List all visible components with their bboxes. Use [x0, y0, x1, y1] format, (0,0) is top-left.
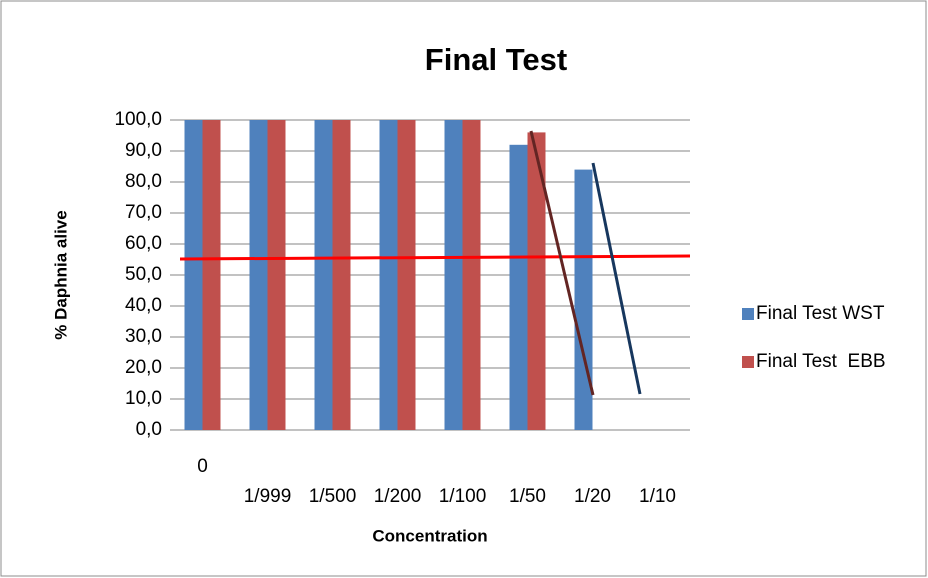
bar [249, 120, 268, 430]
legend-swatch [742, 356, 754, 368]
legend-swatch [742, 308, 754, 320]
x-tick-label: 1/200 [374, 486, 422, 507]
threshold-line [179, 254, 691, 261]
x-axis-title: Concentration [372, 526, 487, 545]
plot-area: 0,0 10,0 20,0 30,0 40,0 50,0 60,0 70,0 80,0 90,0 1… [114, 109, 690, 507]
x-tick-label: 1/20 [574, 486, 611, 507]
bar [574, 169, 593, 430]
bar [527, 132, 546, 430]
bar [379, 120, 398, 430]
y-tick-label: 90,0 [125, 140, 162, 161]
y-tick-label: 40,0 [125, 295, 162, 316]
y-tick-label: 0,0 [136, 419, 162, 440]
legend-label: Final Test WST [756, 303, 885, 324]
x-tick-label: 1/500 [309, 486, 357, 507]
x-tick-label: 1/50 [509, 486, 546, 507]
y-axis-title: % Daphnia alive [51, 210, 70, 339]
y-tick-label: 50,0 [125, 264, 162, 285]
bar [332, 120, 351, 430]
bar [314, 120, 333, 430]
y-tick-label: 30,0 [125, 326, 162, 347]
bar [509, 144, 528, 431]
bar [397, 120, 416, 430]
bar [267, 120, 286, 430]
y-tick-label: 80,0 [125, 171, 162, 192]
y-tick-label: 10,0 [125, 388, 162, 409]
x-tick-label: 1/100 [439, 486, 487, 507]
bar [462, 120, 481, 430]
trend-line [591, 162, 642, 395]
y-tick-label: 70,0 [125, 202, 162, 223]
x-tick-label: 1/999 [244, 486, 292, 507]
bar [184, 120, 203, 430]
chart-title: Final Test [425, 42, 567, 77]
y-tick-label: 60,0 [125, 233, 162, 254]
x-tick-label: 1/10 [639, 486, 676, 507]
y-tick-label: 20,0 [125, 357, 162, 378]
y-tick-label: 100,0 [114, 109, 162, 130]
x-tick-label: 0 [197, 456, 208, 477]
bar [444, 120, 463, 430]
trend-line [529, 130, 595, 396]
bar [202, 120, 221, 430]
legend-label: Final Test EBB [756, 351, 886, 372]
